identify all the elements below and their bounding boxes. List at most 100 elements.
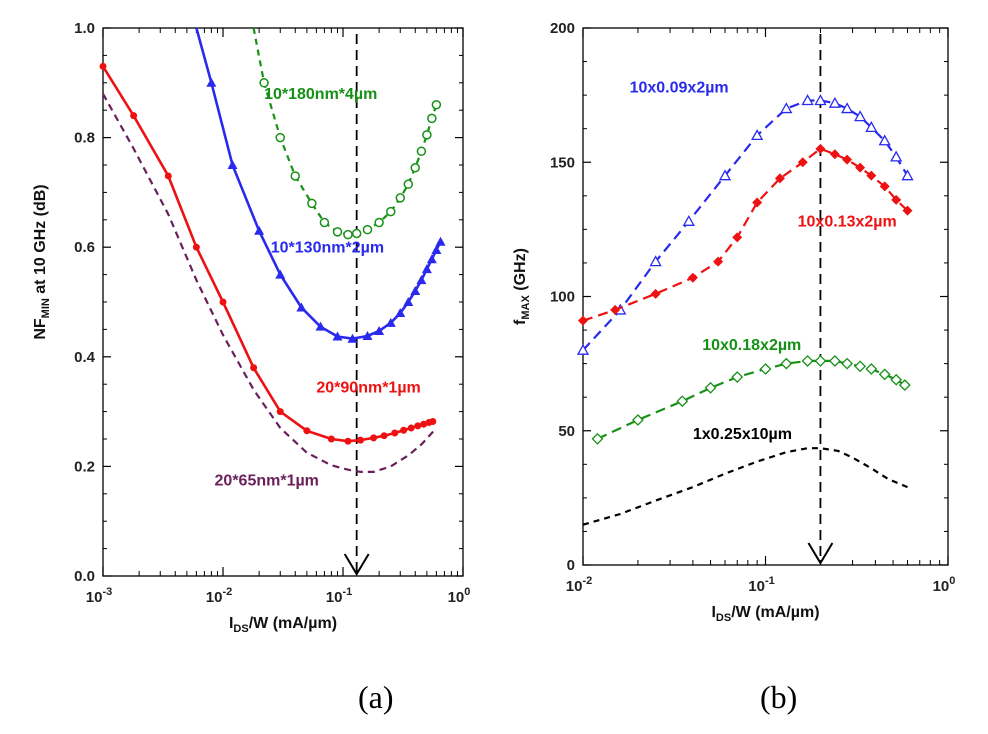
y-tick-label: 1.0 <box>74 20 95 37</box>
data-point <box>676 395 689 408</box>
data-point <box>731 371 744 383</box>
y-axis-label: NFMIN at 10 GHz (dB) <box>32 184 52 339</box>
series-line <box>252 27 438 236</box>
y-tick-label: 50 <box>558 423 575 440</box>
x-tick-label: 10-2 <box>206 586 232 606</box>
data-point <box>828 355 841 367</box>
data-point <box>682 214 695 226</box>
data-point <box>780 357 793 370</box>
data-point <box>327 435 335 443</box>
data-point <box>828 96 841 108</box>
series-label: 1x0.25x10µm <box>693 426 792 443</box>
data-point <box>866 170 877 181</box>
series-line <box>597 359 906 440</box>
data-point <box>431 99 442 110</box>
data-point <box>410 286 421 296</box>
x-tick-label: 10-1 <box>326 586 352 606</box>
x-axis-label: IDS/W (mA/µm) <box>711 604 819 624</box>
series-label: 20*90nm*1µm <box>316 379 420 396</box>
data-point <box>206 77 217 87</box>
marker-arrow-icon <box>343 553 370 576</box>
data-point <box>303 427 311 435</box>
y-tick-label: 200 <box>550 20 575 37</box>
data-point <box>374 217 384 228</box>
y-tick-label: 0.4 <box>74 349 96 366</box>
data-point <box>815 143 826 154</box>
data-point <box>829 149 840 160</box>
data-point <box>891 194 902 205</box>
data-point <box>343 229 353 240</box>
data-point <box>854 110 867 122</box>
data-point <box>276 408 284 416</box>
data-point <box>901 169 914 181</box>
data-point <box>250 364 258 372</box>
data-point <box>385 317 396 327</box>
data-point <box>296 302 307 312</box>
data-point <box>400 426 408 434</box>
data-point <box>422 130 432 140</box>
data-point <box>814 94 827 106</box>
data-point <box>307 198 317 209</box>
data-point <box>351 228 362 239</box>
data-point <box>591 432 604 445</box>
series-label: 20*65nm*1µm <box>215 473 319 490</box>
series-line <box>582 447 908 526</box>
data-point <box>319 217 330 228</box>
panel-a-nf-min-chart: 0.0 0.2 0.4 0.6 0.8 1.0 10-3 10-2 10-1 100 IDS/W (… <box>32 20 470 635</box>
data-point <box>704 381 717 394</box>
series <box>591 355 911 445</box>
series <box>102 93 438 473</box>
series <box>576 94 914 355</box>
data-point <box>890 373 903 386</box>
data-point <box>841 102 854 114</box>
data-point <box>374 326 385 336</box>
data-point <box>275 132 286 143</box>
data-point <box>421 264 432 274</box>
data-point <box>435 236 446 246</box>
series <box>252 27 442 240</box>
data-point <box>687 272 698 283</box>
x-axis-label: IDS/W (mA/µm) <box>229 615 337 635</box>
data-point <box>427 113 437 124</box>
data-point <box>865 121 878 132</box>
data-point <box>718 169 732 181</box>
plot-area-b <box>582 27 949 566</box>
data-point <box>650 288 661 299</box>
data-point <box>416 146 427 157</box>
series <box>195 27 446 343</box>
x-tick-label: 10-3 <box>86 586 112 606</box>
data-point <box>814 355 827 367</box>
data-point <box>649 255 662 267</box>
data-point <box>431 244 442 254</box>
data-point <box>854 360 867 373</box>
series-label: 10*180nm*4µm <box>264 86 377 103</box>
series-label: 10x0.13x2µm <box>798 214 897 231</box>
data-point <box>713 256 724 267</box>
data-point <box>192 243 200 251</box>
data-point <box>362 224 373 235</box>
y-tick-label: 0.8 <box>74 130 95 147</box>
data-point <box>610 304 621 315</box>
series <box>582 447 908 526</box>
series-label: 10x0.18x2µm <box>702 337 801 354</box>
data-point <box>219 298 227 306</box>
data-point <box>865 363 878 375</box>
series-label: 10x0.09x2µm <box>630 79 729 96</box>
data-point <box>315 321 326 331</box>
data-point <box>130 112 138 120</box>
y-tick-label: 0.2 <box>74 458 95 475</box>
data-point <box>275 269 286 279</box>
caption-a: (a) <box>358 679 394 715</box>
data-point <box>254 225 265 235</box>
caption-b: (b) <box>760 679 797 715</box>
data-point <box>855 162 866 173</box>
data-point <box>347 333 358 343</box>
data-point <box>841 357 854 370</box>
x-tick-label: 100 <box>933 575 956 595</box>
data-point <box>751 129 764 141</box>
data-point <box>429 417 437 425</box>
x-tick-label: 10-2 <box>566 575 592 595</box>
data-point <box>801 355 814 367</box>
series <box>99 62 437 445</box>
data-point <box>632 414 644 426</box>
